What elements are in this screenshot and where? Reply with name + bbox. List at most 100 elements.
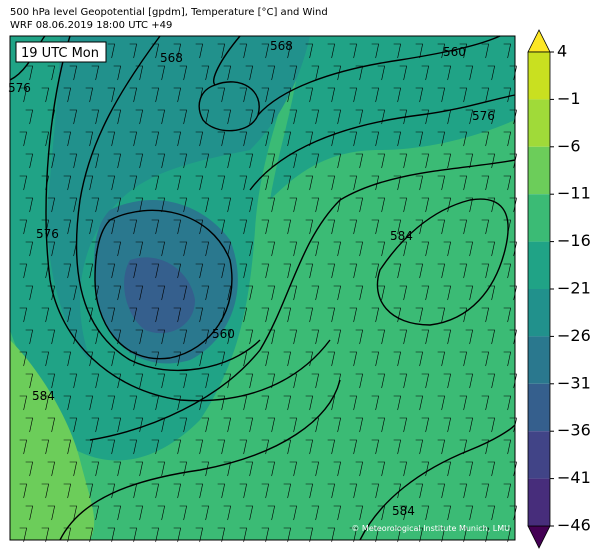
wind-barb (399, 109, 408, 125)
wind-barb (63, 219, 72, 235)
wind-barb (107, 483, 116, 499)
colorbar-segment (528, 383, 550, 432)
wind-barb (25, 461, 34, 477)
wind-barb (69, 65, 78, 81)
wind-barb (289, 505, 298, 521)
wind-barb (333, 109, 342, 125)
wind-barb (443, 329, 452, 345)
wind-barb (195, 43, 204, 59)
wind-barb (437, 483, 446, 499)
wind-barb (135, 285, 144, 301)
wind-barb (69, 373, 78, 389)
wind-barb (327, 87, 336, 103)
wind-barb (327, 219, 336, 235)
wind-barb (19, 351, 28, 367)
wind-barb (113, 153, 122, 169)
wind-barb (41, 351, 50, 367)
wind-barb (129, 527, 138, 543)
wind-barb (481, 43, 490, 59)
wind-barb (63, 395, 72, 411)
wind-barb (85, 439, 94, 455)
wind-barb (503, 395, 512, 411)
wind-barb (245, 417, 254, 433)
wind-barb (41, 483, 50, 499)
wind-barb (415, 395, 424, 411)
wind-barb (151, 395, 160, 411)
wind-barb (173, 439, 182, 455)
contour-label: 576 (8, 81, 31, 95)
wind-barb (465, 241, 474, 257)
wind-barb (289, 329, 298, 345)
wind-barb (261, 43, 270, 59)
wind-barb (487, 197, 496, 213)
wind-barb (91, 373, 100, 389)
wind-barb (113, 417, 122, 433)
wind-barb (305, 439, 314, 455)
wind-barb (283, 131, 292, 147)
wind-barb (371, 439, 380, 455)
wind-barb (63, 439, 72, 455)
wind-barb (63, 527, 72, 543)
wind-barb (179, 329, 188, 345)
wind-barb (173, 351, 182, 367)
wind-barb (305, 307, 314, 323)
wind-barb (487, 329, 496, 345)
wind-barb (85, 131, 94, 147)
wind-barb (393, 87, 402, 103)
wind-barb (377, 417, 386, 433)
wind-barb (377, 329, 386, 345)
contour-label: 584 (32, 389, 55, 403)
wind-barb (151, 43, 160, 59)
wind-barb (91, 153, 100, 169)
wind-barb (135, 461, 144, 477)
wind-barb (283, 439, 292, 455)
wind-barb (355, 329, 364, 345)
wind-barb (437, 527, 446, 543)
wind-barb (135, 329, 144, 345)
colorbar-tick-label: −11 (557, 184, 591, 203)
wind-barb (239, 263, 248, 279)
wind-barb (217, 263, 226, 279)
wind-barb (85, 263, 94, 279)
wind-barb (459, 131, 468, 147)
wind-barb (47, 153, 56, 169)
wind-barb (151, 439, 160, 455)
wind-barb (437, 175, 446, 191)
wind-barb (129, 87, 138, 103)
wind-barb (503, 263, 512, 279)
wind-barb (481, 307, 490, 323)
wind-barb (465, 153, 474, 169)
wind-barb (349, 439, 358, 455)
wind-barbs (19, 43, 518, 543)
wind-barb (459, 43, 468, 59)
wind-barb (487, 65, 496, 81)
wind-barb (415, 219, 424, 235)
wind-barb (69, 109, 78, 125)
wind-barb (107, 131, 116, 147)
wind-barb (113, 241, 122, 257)
wind-barb (421, 461, 430, 477)
colorbar-segment (528, 99, 550, 147)
wind-barb (465, 461, 474, 477)
temperature-area (47, 36, 310, 360)
wind-barb (311, 285, 320, 301)
wind-barb (25, 285, 34, 301)
wind-barb (19, 131, 28, 147)
wind-barb (69, 417, 78, 433)
wind-barb (69, 241, 78, 257)
wind-barb (289, 461, 298, 477)
contour-label: 560 (443, 45, 466, 59)
wind-barb (41, 527, 50, 543)
wind-barb (377, 65, 386, 81)
wind-barb (459, 263, 468, 279)
wind-barb (305, 395, 314, 411)
wind-barb (399, 461, 408, 477)
wind-barb (267, 153, 276, 169)
wind-barb (201, 241, 210, 257)
wind-barb (261, 483, 270, 499)
wind-barb (129, 351, 138, 367)
wind-barb (85, 395, 94, 411)
wind-barb (371, 307, 380, 323)
wind-barb (151, 307, 160, 323)
wind-barb (465, 417, 474, 433)
